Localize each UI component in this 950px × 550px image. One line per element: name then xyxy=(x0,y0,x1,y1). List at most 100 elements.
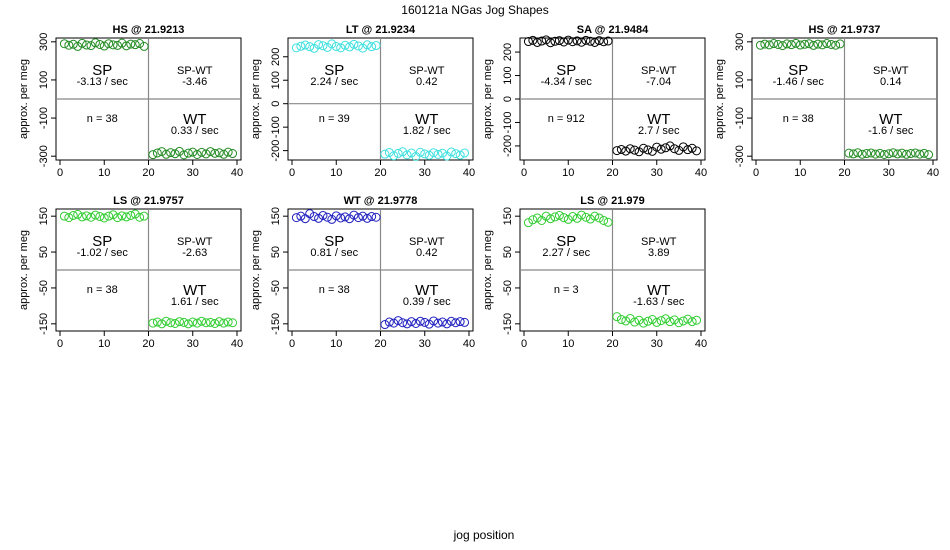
y-tick-label: 50 xyxy=(38,246,50,258)
annotation-wt-rate: -1.6 / sec xyxy=(868,125,914,137)
data-point xyxy=(104,211,114,221)
data-point xyxy=(402,150,412,160)
y-tick-label: -200 xyxy=(502,135,514,157)
data-point xyxy=(291,43,301,53)
data-point xyxy=(528,35,538,45)
data-point xyxy=(148,150,158,160)
data-point xyxy=(621,146,631,156)
data-point xyxy=(192,149,202,159)
data-point xyxy=(117,38,127,48)
data-point xyxy=(532,213,542,223)
data-point xyxy=(665,317,675,327)
data-point xyxy=(223,317,233,327)
data-point xyxy=(433,318,443,328)
y-tick-label: -150 xyxy=(502,313,514,335)
y-tick-label: -50 xyxy=(270,280,282,296)
panel-7: LS @ 21.979 0 10 20 30 40 -150 -50 50 150 approx. … xyxy=(482,195,707,350)
data-point xyxy=(309,212,319,222)
x-tick-label: 40 xyxy=(927,167,939,179)
data-point xyxy=(113,40,123,50)
data-point xyxy=(126,39,136,49)
series-2 xyxy=(380,147,470,161)
annotation-sp-rate: 2.24 / sec xyxy=(310,76,358,88)
data-point xyxy=(59,39,69,49)
data-point xyxy=(371,212,381,222)
y-tick-label: -100 xyxy=(38,107,50,129)
data-point xyxy=(197,316,207,326)
x-tick-label: 30 xyxy=(883,167,895,179)
data-point xyxy=(161,316,171,326)
data-point xyxy=(804,39,814,49)
data-point xyxy=(152,317,162,327)
x-tick-label: 10 xyxy=(330,338,342,350)
data-point xyxy=(537,36,547,46)
data-point xyxy=(541,211,551,221)
x-tick-label: 40 xyxy=(695,338,707,350)
data-point xyxy=(201,318,211,328)
data-point xyxy=(915,149,925,159)
data-point xyxy=(64,213,74,223)
annotation-sp: SP xyxy=(324,233,344,250)
data-point xyxy=(86,212,96,222)
annotation-sp-rate: -3.13 / sec xyxy=(77,76,129,88)
series-1 xyxy=(291,209,381,224)
data-point xyxy=(384,317,394,327)
annotation-spwt: SP-WT xyxy=(409,65,445,77)
data-point xyxy=(223,147,233,157)
panel-6: WT @ 21.9778 0 10 20 30 40 -150 -50 50 150 approx.… xyxy=(250,195,475,350)
data-point xyxy=(451,149,461,159)
data-point xyxy=(305,42,315,52)
data-point xyxy=(415,147,425,157)
panel-title: HS @ 21.9213 xyxy=(113,24,185,36)
data-point xyxy=(340,212,350,222)
data-point xyxy=(585,36,595,46)
data-point xyxy=(594,36,604,46)
data-point xyxy=(683,314,693,324)
data-point xyxy=(90,210,100,220)
data-point xyxy=(183,148,193,158)
data-point xyxy=(393,316,403,326)
data-point xyxy=(353,41,363,51)
annotation-sp: SP xyxy=(92,233,112,250)
data-point xyxy=(166,148,176,158)
data-point xyxy=(455,317,465,327)
data-point xyxy=(795,40,805,50)
data-point xyxy=(139,41,149,51)
data-point xyxy=(550,212,560,222)
data-point xyxy=(550,36,560,46)
series-1 xyxy=(523,35,613,48)
annotation-spwt-value: 0.42 xyxy=(416,76,437,88)
data-point xyxy=(349,39,359,49)
data-point xyxy=(546,38,556,48)
data-point xyxy=(831,40,841,50)
data-point xyxy=(433,149,443,159)
data-point xyxy=(99,41,109,51)
data-point xyxy=(367,42,377,52)
data-point xyxy=(345,42,355,52)
data-point xyxy=(755,40,765,50)
data-point xyxy=(331,211,341,221)
data-point xyxy=(884,149,894,159)
data-point xyxy=(135,39,145,49)
data-point xyxy=(630,317,640,327)
annotation-spwt: SP-WT xyxy=(177,65,213,77)
y-tick-label: -50 xyxy=(38,280,50,296)
data-point xyxy=(870,149,880,159)
annotation-sp: SP xyxy=(788,62,808,79)
annotation-wt: WT xyxy=(879,111,902,128)
data-point xyxy=(647,146,657,156)
data-point xyxy=(389,318,399,328)
data-point xyxy=(862,149,872,159)
y-tick-label: -50 xyxy=(502,280,514,296)
data-point xyxy=(82,211,92,221)
data-point xyxy=(398,147,408,157)
data-point xyxy=(420,317,430,327)
y-tick-label: 50 xyxy=(270,246,282,258)
annotation-spwt-value: 0.42 xyxy=(416,247,437,259)
data-point xyxy=(687,317,697,327)
x-tick-label: 10 xyxy=(562,167,574,179)
data-point xyxy=(139,211,149,221)
annotation-wt-rate: 0.39 / sec xyxy=(403,296,451,308)
data-point xyxy=(541,35,551,45)
data-point xyxy=(210,318,220,328)
